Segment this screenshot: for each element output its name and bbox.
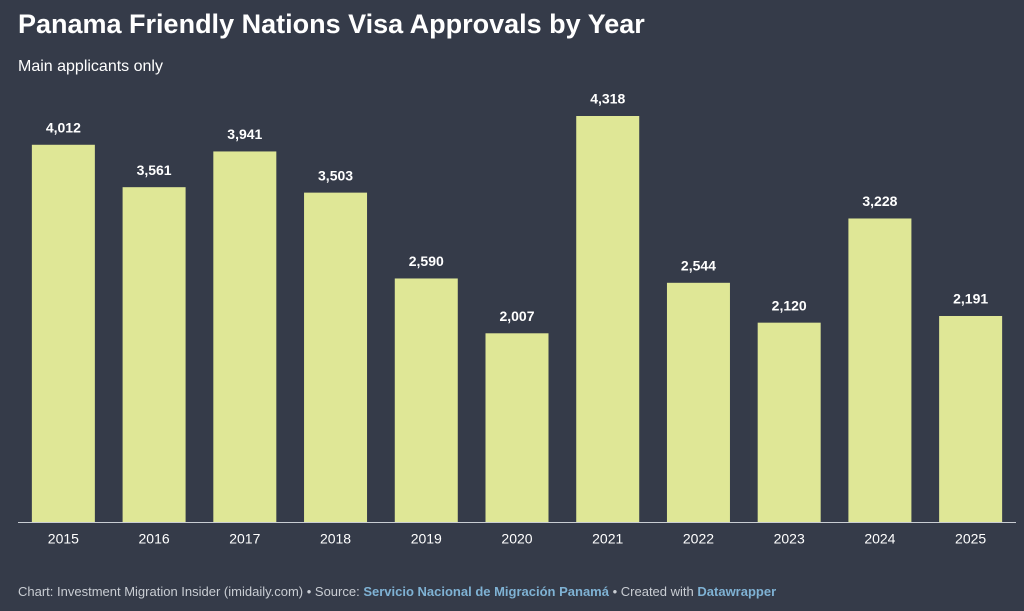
x-tick-label: 2017 <box>229 531 260 547</box>
value-label: 2,007 <box>499 308 534 324</box>
value-label: 2,120 <box>772 297 807 313</box>
bar <box>939 315 1003 522</box>
bar <box>213 151 277 522</box>
footer: Chart: Investment Migration Insider (imi… <box>18 584 776 599</box>
x-tick-label: 2020 <box>501 531 532 547</box>
value-label: 4,012 <box>46 119 81 135</box>
chart-title: Panama Friendly Nations Visa Approvals b… <box>18 9 645 39</box>
bar <box>757 322 821 522</box>
x-tick-label: 2023 <box>774 531 805 547</box>
bar <box>485 333 549 522</box>
bar <box>304 192 368 523</box>
x-tick-label: 2019 <box>411 531 442 547</box>
value-label: 2,191 <box>953 291 988 307</box>
value-label: 3,503 <box>318 167 353 183</box>
value-label: 4,318 <box>590 91 625 107</box>
x-tick-label: 2025 <box>955 531 986 547</box>
bar <box>31 144 95 522</box>
tool-link[interactable]: Datawrapper <box>697 584 776 599</box>
x-tick-label: 2022 <box>683 531 714 547</box>
chart-subtitle: Main applicants only <box>18 58 163 75</box>
footer-created: • Created with <box>613 584 694 599</box>
value-label: 3,228 <box>862 193 897 209</box>
x-tick-label: 2024 <box>864 531 895 547</box>
x-tick-label: 2021 <box>592 531 623 547</box>
bar <box>122 187 186 522</box>
value-label: 2,544 <box>681 258 716 274</box>
bar <box>394 278 458 522</box>
bar <box>576 116 640 522</box>
source-link[interactable]: Servicio Nacional de Migración Panamá <box>363 584 609 599</box>
value-label: 2,590 <box>409 253 444 269</box>
bar <box>666 282 730 522</box>
footer-credit: Chart: Investment Migration Insider (imi… <box>18 584 360 599</box>
bar <box>848 218 912 523</box>
x-tick-label: 2018 <box>320 531 351 547</box>
x-tick-label: 2016 <box>139 531 170 547</box>
x-tick-label: 2015 <box>48 531 79 547</box>
value-label: 3,561 <box>137 162 172 178</box>
value-label: 3,941 <box>227 126 262 142</box>
